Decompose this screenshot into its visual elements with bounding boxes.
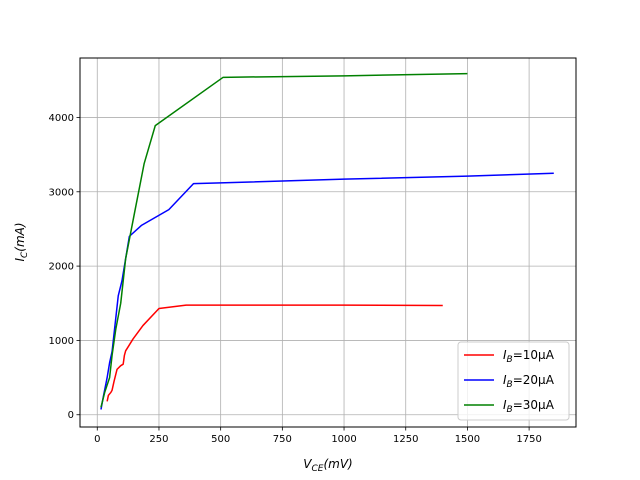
legend: IB=10μA IB=20μA IB=30μA <box>457 341 570 421</box>
x-tick-label: 500 <box>211 434 230 445</box>
legend-label-ib20: IB=20μA <box>503 373 555 390</box>
x-tick-label: 1500 <box>455 434 480 445</box>
y-tick-label: 1000 <box>49 336 74 347</box>
y-ticks: 0 1000 2000 3000 4000 <box>49 113 80 421</box>
plot-frame <box>79 57 577 428</box>
y-tick-label: 2000 <box>49 262 74 273</box>
x-tick-label: 1250 <box>393 434 418 445</box>
x-tick-label: 1000 <box>331 434 356 445</box>
y-tick-label: 0 <box>68 410 74 421</box>
y-tick-label: 4000 <box>49 113 74 124</box>
y-tick-label: 3000 <box>49 187 74 198</box>
legend-box <box>457 341 570 421</box>
grid <box>80 58 576 427</box>
legend-label-ib30: IB=30μA <box>503 398 555 415</box>
legend-label-ib10: IB=10μA <box>503 348 555 365</box>
series-line-ib30 <box>100 72 468 408</box>
y-axis-label: IC(mA) <box>13 222 30 261</box>
x-tick-label: 750 <box>273 434 292 445</box>
x-axis-label: VCE(mV) <box>303 457 352 474</box>
x-ticks: 0 250 500 750 1000 1250 1500 1750 <box>94 427 542 445</box>
x-tick-label: 1750 <box>516 434 541 445</box>
series-line-ib10 <box>106 304 443 402</box>
x-tick-label: 250 <box>149 434 168 445</box>
x-tick-label: 0 <box>94 434 100 445</box>
series-lines <box>100 72 554 410</box>
